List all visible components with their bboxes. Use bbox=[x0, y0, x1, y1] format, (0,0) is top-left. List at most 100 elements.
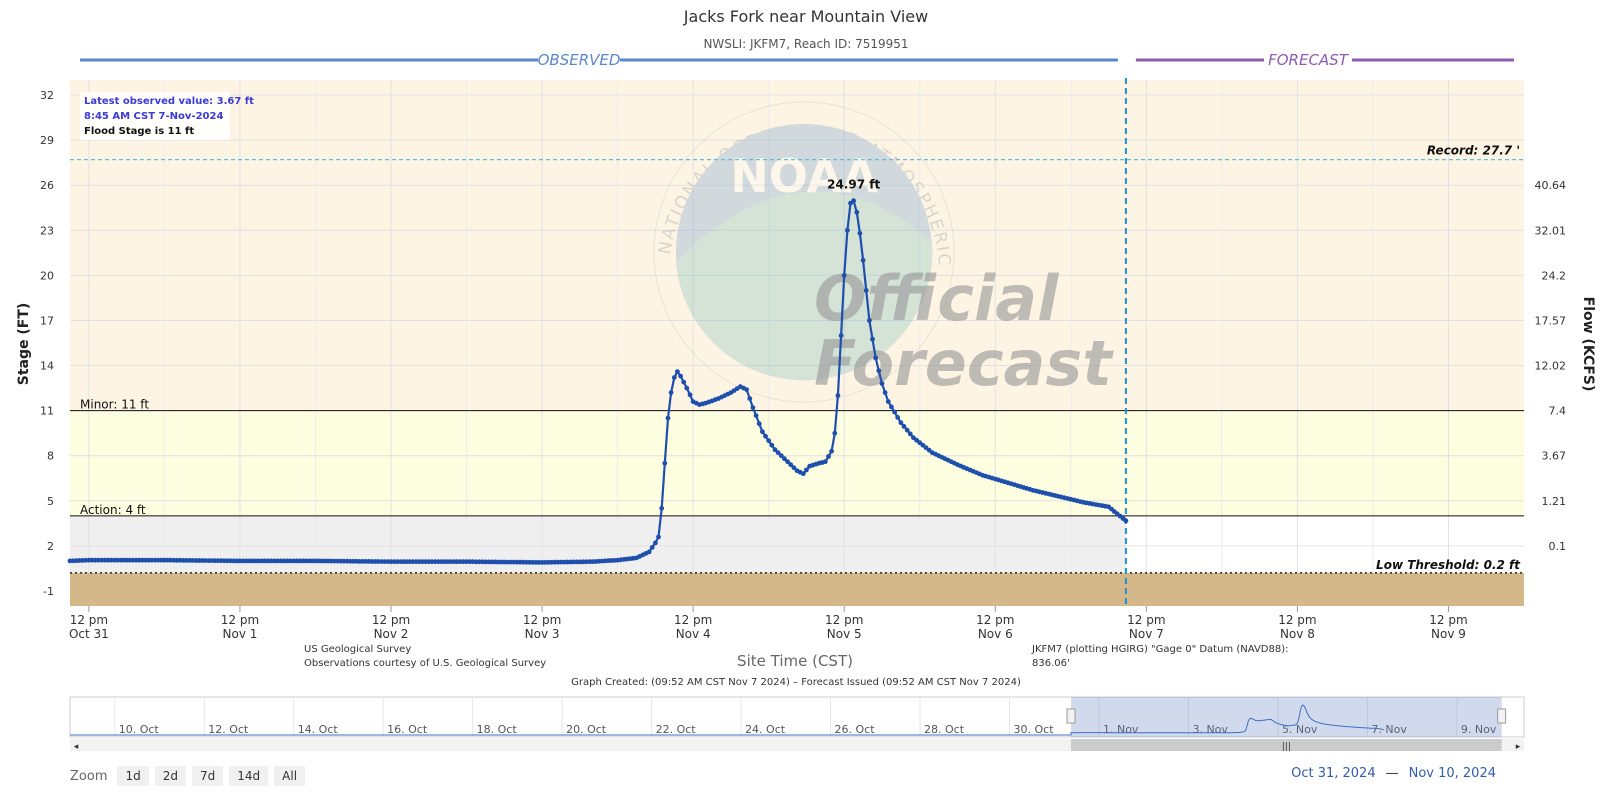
datum-line-1: JKFM7 (plotting HGIRG) "Gage 0" Datum (N… bbox=[1031, 644, 1288, 655]
navigator-handle-right bbox=[1497, 708, 1507, 724]
low-threshold-label: Low Threshold: 0.2 ft bbox=[1376, 558, 1521, 572]
stage-point bbox=[665, 415, 671, 421]
stage-point bbox=[653, 540, 658, 546]
stage-point bbox=[885, 399, 891, 404]
navigator-label: 26. Oct bbox=[835, 723, 876, 736]
datum-line-2: 836.06' bbox=[1032, 658, 1070, 669]
navigator-label: 30. Oct bbox=[1014, 723, 1055, 736]
navigator-label: 7. Nov bbox=[1371, 723, 1407, 736]
navigator[interactable]: 10. Oct 12. Oct 14. Oct 16. Oct 18. Oct 20. O… bbox=[69, 696, 1525, 752]
zoom-1d-button[interactable]: 1d bbox=[117, 766, 149, 786]
navigator-frame bbox=[69, 696, 1525, 738]
record-label: Record: 27.7 ' bbox=[1427, 144, 1520, 158]
stage-point bbox=[889, 404, 894, 410]
x-tick-date: Nov 6 bbox=[978, 627, 1013, 641]
navigator-series bbox=[70, 704, 1384, 736]
stage-point bbox=[829, 448, 834, 454]
watermark-forecast: Forecast bbox=[814, 327, 1114, 400]
stage-point bbox=[854, 209, 860, 215]
watermark-logo: NOAA bbox=[730, 149, 878, 203]
source-line-1: US Geological Survey bbox=[304, 644, 411, 655]
y2-tick-label: 32.01 bbox=[1535, 224, 1567, 237]
navigator-label: 10. Oct bbox=[119, 723, 160, 736]
stage-point bbox=[659, 505, 665, 511]
x-tick-date: Nov 5 bbox=[827, 627, 862, 641]
x-tick-label: 12 pm bbox=[825, 613, 863, 627]
stage-point bbox=[882, 390, 888, 395]
y-tick-label: 5 bbox=[47, 495, 54, 508]
x-axis-label: Site Time (CST) bbox=[737, 652, 853, 670]
x-tick-label: 12 pm bbox=[976, 613, 1014, 627]
stage-point bbox=[904, 427, 910, 433]
stage-point bbox=[778, 453, 784, 459]
range-from-date[interactable]: Oct 31, 2024 bbox=[1291, 766, 1376, 781]
stage-point bbox=[756, 421, 762, 427]
stage-point bbox=[785, 459, 790, 465]
stage-point bbox=[876, 368, 882, 374]
stage-point bbox=[649, 545, 655, 550]
navigator-label: 5. Nov bbox=[1282, 723, 1318, 736]
stage-point bbox=[744, 387, 749, 392]
zoom-label: Zoom bbox=[70, 768, 108, 784]
zoom-all-button[interactable]: All bbox=[274, 766, 306, 786]
stage-point bbox=[804, 467, 809, 473]
y-axis-label: Stage (FT) bbox=[16, 303, 32, 386]
watermark-ring-outer bbox=[653, 101, 955, 403]
stage-point bbox=[851, 198, 856, 204]
x-tick-date: Nov 9 bbox=[1431, 627, 1466, 641]
scrollbar-grip: ||| bbox=[1282, 742, 1291, 752]
y-tick-label: 26 bbox=[40, 179, 54, 192]
y2-tick-label: 7.4 bbox=[1549, 405, 1567, 418]
stage-point bbox=[826, 454, 831, 459]
x-tick-label: 12 pm bbox=[523, 613, 561, 627]
stage-point bbox=[791, 465, 797, 471]
stage-point bbox=[671, 375, 677, 380]
stage-point bbox=[879, 381, 885, 386]
flood-stage-text: Flood Stage is 11 ft bbox=[84, 126, 194, 137]
chart-subtitle: NWSLI: JKFM7, Reach ID: 7519951 bbox=[703, 37, 908, 51]
stage-point bbox=[646, 549, 652, 555]
stage-point bbox=[684, 385, 690, 391]
navigator-selection bbox=[1071, 697, 1502, 737]
stage-point bbox=[901, 424, 907, 429]
chart-title: Jacks Fork near Mountain View bbox=[683, 7, 928, 26]
y-tick-label: 8 bbox=[47, 450, 54, 463]
navigator-label: 14. Oct bbox=[298, 723, 339, 736]
y2-tick-label: 17.57 bbox=[1535, 314, 1567, 327]
zoom-7d-button[interactable]: 7d bbox=[192, 766, 224, 786]
source-line-2: Observations courtesy of U.S. Geological… bbox=[304, 658, 546, 669]
y-tick-label: 14 bbox=[40, 360, 54, 373]
stage-point bbox=[873, 355, 879, 361]
stage-point bbox=[835, 393, 841, 398]
navigator-label: 28. Oct bbox=[924, 723, 965, 736]
stage-point bbox=[1123, 518, 1129, 524]
zoom-14d-button[interactable]: 14d bbox=[229, 766, 269, 786]
x-tick-label: 12 pm bbox=[1429, 613, 1467, 627]
x-tick-date: Nov 2 bbox=[374, 627, 409, 641]
y-tick-label: 29 bbox=[40, 134, 54, 147]
latest-observed-text: Latest observed value: 3.67 ft bbox=[84, 96, 254, 107]
zone-major-flood bbox=[70, 80, 1524, 411]
stage-series-markers bbox=[67, 198, 1129, 565]
stage-point bbox=[656, 534, 661, 540]
x-tick-date: Nov 4 bbox=[676, 627, 711, 641]
stage-point bbox=[800, 471, 806, 477]
stage-point bbox=[775, 450, 781, 456]
y2-tick-label: 0.1 bbox=[1549, 540, 1567, 553]
range-to-date[interactable]: Nov 10, 2024 bbox=[1408, 766, 1496, 781]
stage-point bbox=[668, 390, 674, 395]
navigator-label: 20. Oct bbox=[566, 723, 607, 736]
navigator-label: 16. Oct bbox=[387, 723, 428, 736]
stage-point bbox=[753, 413, 759, 418]
stage-point bbox=[763, 433, 768, 439]
stage-point bbox=[860, 257, 866, 263]
info-box bbox=[80, 92, 230, 140]
scrollbar-right-arrow: ▸ bbox=[1516, 742, 1521, 752]
zoom-2d-button[interactable]: 2d bbox=[154, 766, 187, 786]
y-tick-label: 11 bbox=[40, 405, 54, 418]
stage-point bbox=[675, 369, 680, 374]
stage-point bbox=[870, 336, 875, 342]
stage-point bbox=[681, 379, 687, 385]
stage-point bbox=[687, 392, 693, 398]
zoom-controls: Zoom 1d 2d 7d 14d All bbox=[70, 764, 306, 788]
